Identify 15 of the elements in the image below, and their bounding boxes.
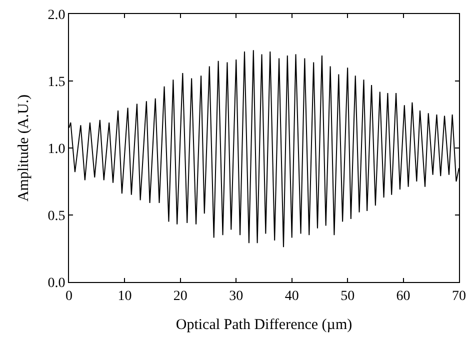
x-tick-label: 60 [396,288,410,304]
y-tick-label: 1.0 [48,142,66,157]
x-tick-label: 70 [452,288,466,304]
y-tick-label: 0.5 [48,208,66,224]
y-tick-label: 0.0 [48,276,66,291]
x-tick-label: 50 [340,288,355,304]
x-tick-label: 0 [66,288,72,304]
x-axis-title: Optical Path Difference (µm) [176,316,352,333]
y-axis-title: Amplitude (A.U.) [16,94,32,202]
y-tick-label: 1.5 [48,74,66,90]
x-tick-label: 40 [284,288,299,304]
x-tick-label: 10 [118,288,132,304]
x-tick-label: 20 [173,288,188,304]
x-tick-label: 30 [229,288,244,304]
y-tick-label: 2.0 [48,8,66,23]
